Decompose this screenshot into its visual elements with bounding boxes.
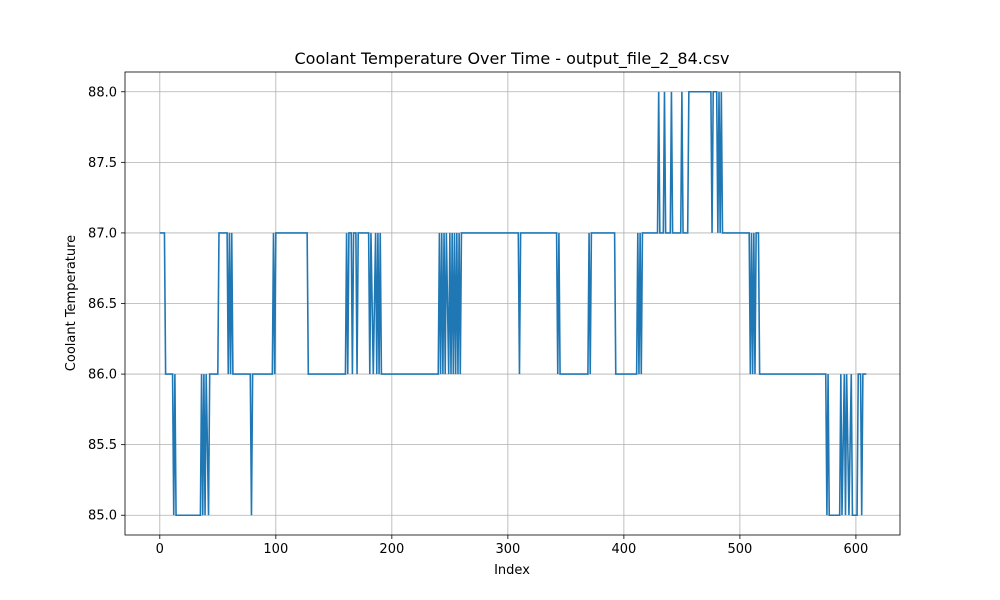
y-tick-label: 85.5 [88,438,117,453]
x-axis-label: Index [494,563,530,578]
y-tick-label: 87.5 [88,156,117,171]
chart-title: Coolant Temperature Over Time - output_f… [295,49,730,69]
y-axis-label: Coolant Temperature [64,235,79,371]
x-tick-label: 0 [156,542,164,557]
y-tick-label: 87.0 [88,226,117,241]
y-tick-label: 86.0 [88,368,117,383]
x-tick-label: 200 [379,542,404,557]
x-tick-label: 500 [727,542,752,557]
y-tick-label: 85.0 [88,509,117,524]
x-tick-label: 300 [495,542,520,557]
y-tick-label: 88.0 [88,85,117,100]
grid-layer [125,72,900,535]
tick-layer: 0 100 200 300 400 500 600 85.0 85.5 86.0 86.5 87.0 8… [88,85,868,557]
x-tick-label: 100 [263,542,288,557]
series-line [159,90,867,517]
x-tick-label: 400 [611,542,636,557]
x-tick-label: 600 [843,542,868,557]
y-tick-label: 86.5 [88,297,117,312]
series-layer [159,90,867,517]
